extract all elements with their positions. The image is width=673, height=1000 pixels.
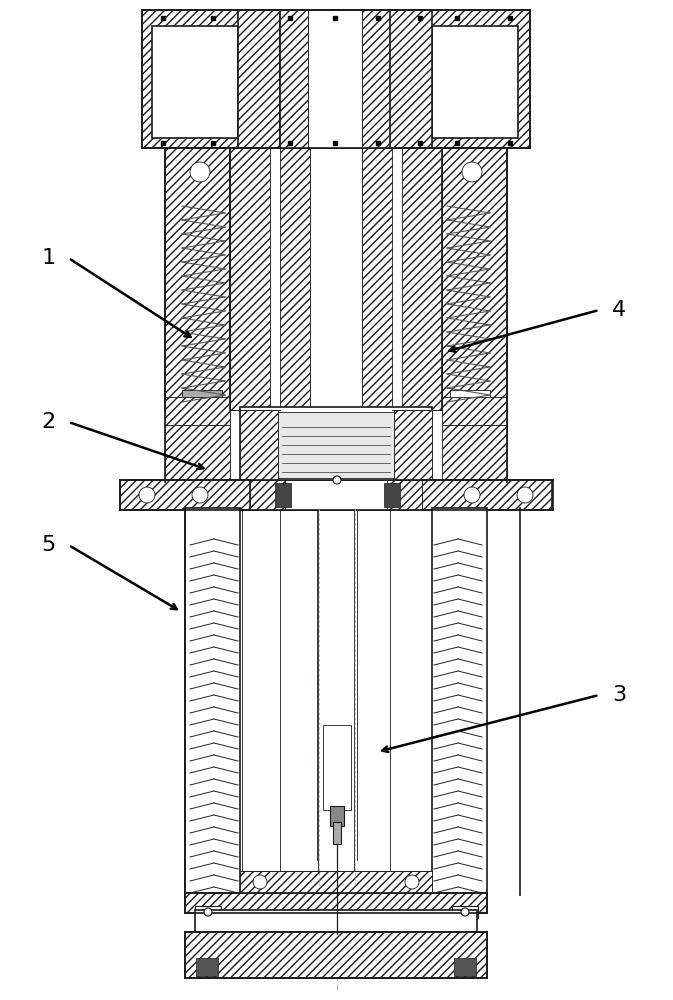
Circle shape (139, 487, 155, 503)
Bar (280, 10, 308, 148)
Text: 4: 4 (612, 300, 626, 320)
Bar (362, 148, 392, 410)
Bar (285, 480, 387, 510)
Bar (310, 148, 362, 410)
Bar (275, 483, 291, 507)
Bar (152, 26, 238, 138)
Bar (362, 10, 390, 148)
Bar (394, 410, 432, 480)
Bar (165, 397, 230, 425)
Bar (196, 958, 218, 976)
Bar (330, 806, 344, 826)
Bar (165, 425, 230, 482)
Text: 3: 3 (612, 685, 626, 705)
Circle shape (192, 487, 208, 503)
Bar (250, 480, 285, 510)
Circle shape (462, 162, 482, 182)
Bar (280, 510, 352, 885)
Bar (422, 480, 552, 510)
Circle shape (204, 908, 212, 916)
Bar (240, 871, 432, 893)
Bar (182, 390, 222, 408)
Bar (323, 725, 351, 810)
Bar (442, 148, 507, 410)
Bar (387, 480, 422, 510)
Circle shape (517, 487, 533, 503)
Circle shape (405, 875, 419, 889)
Bar (384, 483, 400, 507)
Bar (185, 508, 240, 895)
Bar (195, 910, 477, 934)
Bar (185, 932, 487, 978)
Bar (442, 425, 507, 482)
Bar (230, 148, 270, 410)
Circle shape (461, 908, 469, 916)
Bar (240, 410, 278, 480)
Bar (452, 906, 478, 918)
Bar (432, 508, 487, 895)
Bar (280, 10, 390, 148)
Bar (318, 510, 354, 885)
Text: 2: 2 (42, 412, 55, 432)
Bar (402, 148, 442, 410)
Bar (390, 10, 432, 148)
Circle shape (333, 476, 341, 484)
Bar (120, 480, 250, 510)
Circle shape (464, 487, 480, 503)
Text: 5: 5 (41, 535, 56, 555)
Circle shape (190, 162, 210, 182)
Bar (450, 390, 490, 408)
Bar (142, 10, 530, 148)
Bar (308, 10, 362, 148)
Text: 1: 1 (42, 248, 55, 268)
Bar (238, 10, 280, 148)
Bar (442, 397, 507, 425)
Bar (185, 893, 487, 913)
Bar (240, 407, 432, 482)
Circle shape (253, 875, 267, 889)
Bar (454, 958, 476, 976)
Bar (242, 510, 390, 885)
Bar (432, 26, 518, 138)
Bar (165, 148, 230, 410)
Bar (195, 906, 221, 918)
Bar (278, 412, 394, 478)
Bar (280, 148, 310, 410)
Bar (333, 822, 341, 844)
